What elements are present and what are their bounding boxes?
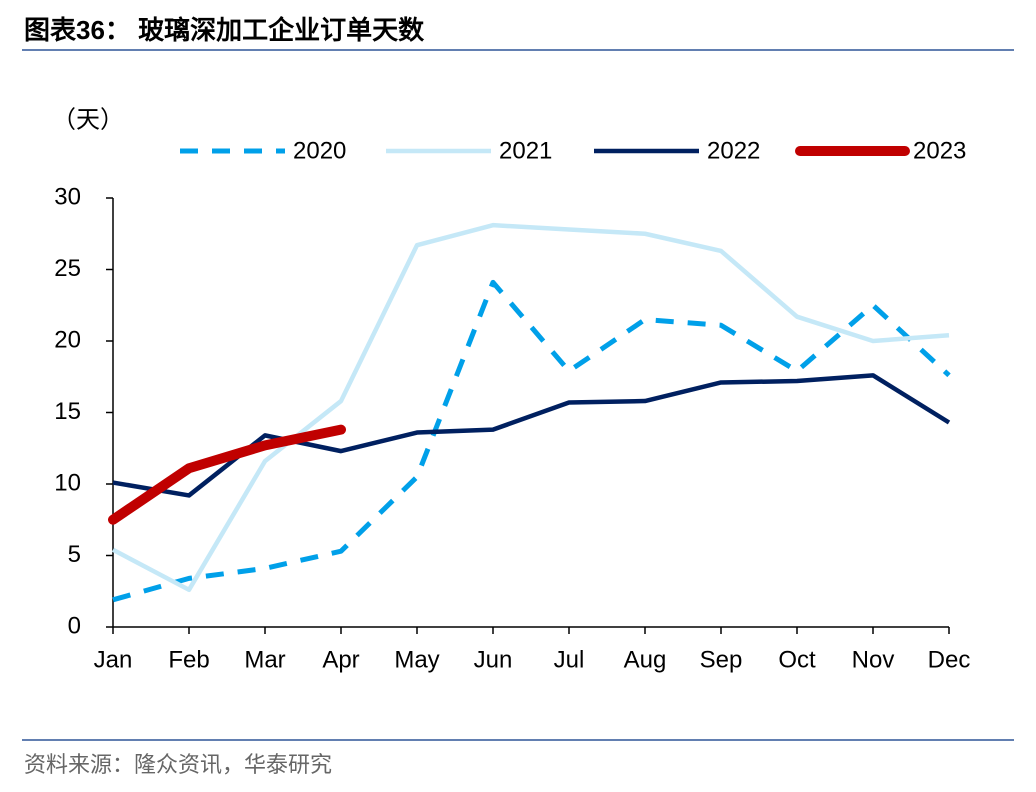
y-tick-label: 0 [68, 612, 81, 639]
series-line [112, 279, 951, 603]
source: 资料来源：隆众资讯，华泰研究 [24, 752, 332, 777]
x-tick-label: Jul [554, 646, 585, 673]
y-axis-label: （天） [52, 106, 124, 133]
chart-title: 图表36： 玻璃深加工企业订单天数 [24, 15, 425, 45]
x-tick-label: Sep [700, 646, 743, 673]
y-tick-label: 25 [54, 255, 81, 282]
y-tick-label: 20 [54, 326, 81, 353]
series-line [111, 222, 950, 593]
y-tick-label: 30 [54, 183, 81, 210]
x-tick-label: Apr [322, 646, 359, 673]
x-tick-label: Jun [474, 646, 513, 673]
y-tick-label: 5 [68, 541, 81, 568]
legend-label: 2023 [913, 137, 966, 164]
y-tick-label: 15 [54, 398, 81, 425]
x-tick-label: Oct [778, 646, 816, 673]
x-tick-label: May [394, 646, 439, 673]
x-tick-label: Dec [928, 646, 971, 673]
x-tick-label: Aug [624, 646, 667, 673]
legend-label: 2020 [293, 137, 346, 164]
x-tick-label: Mar [244, 646, 285, 673]
series-line [108, 424, 346, 525]
x-tick-label: Jan [94, 646, 133, 673]
y-tick-label: 10 [54, 469, 81, 496]
legend-label: 2022 [707, 137, 760, 164]
x-tick-label: Feb [168, 646, 209, 673]
x-tick-label: Nov [852, 646, 895, 673]
series-line [112, 373, 951, 498]
legend-label: 2021 [499, 137, 552, 164]
